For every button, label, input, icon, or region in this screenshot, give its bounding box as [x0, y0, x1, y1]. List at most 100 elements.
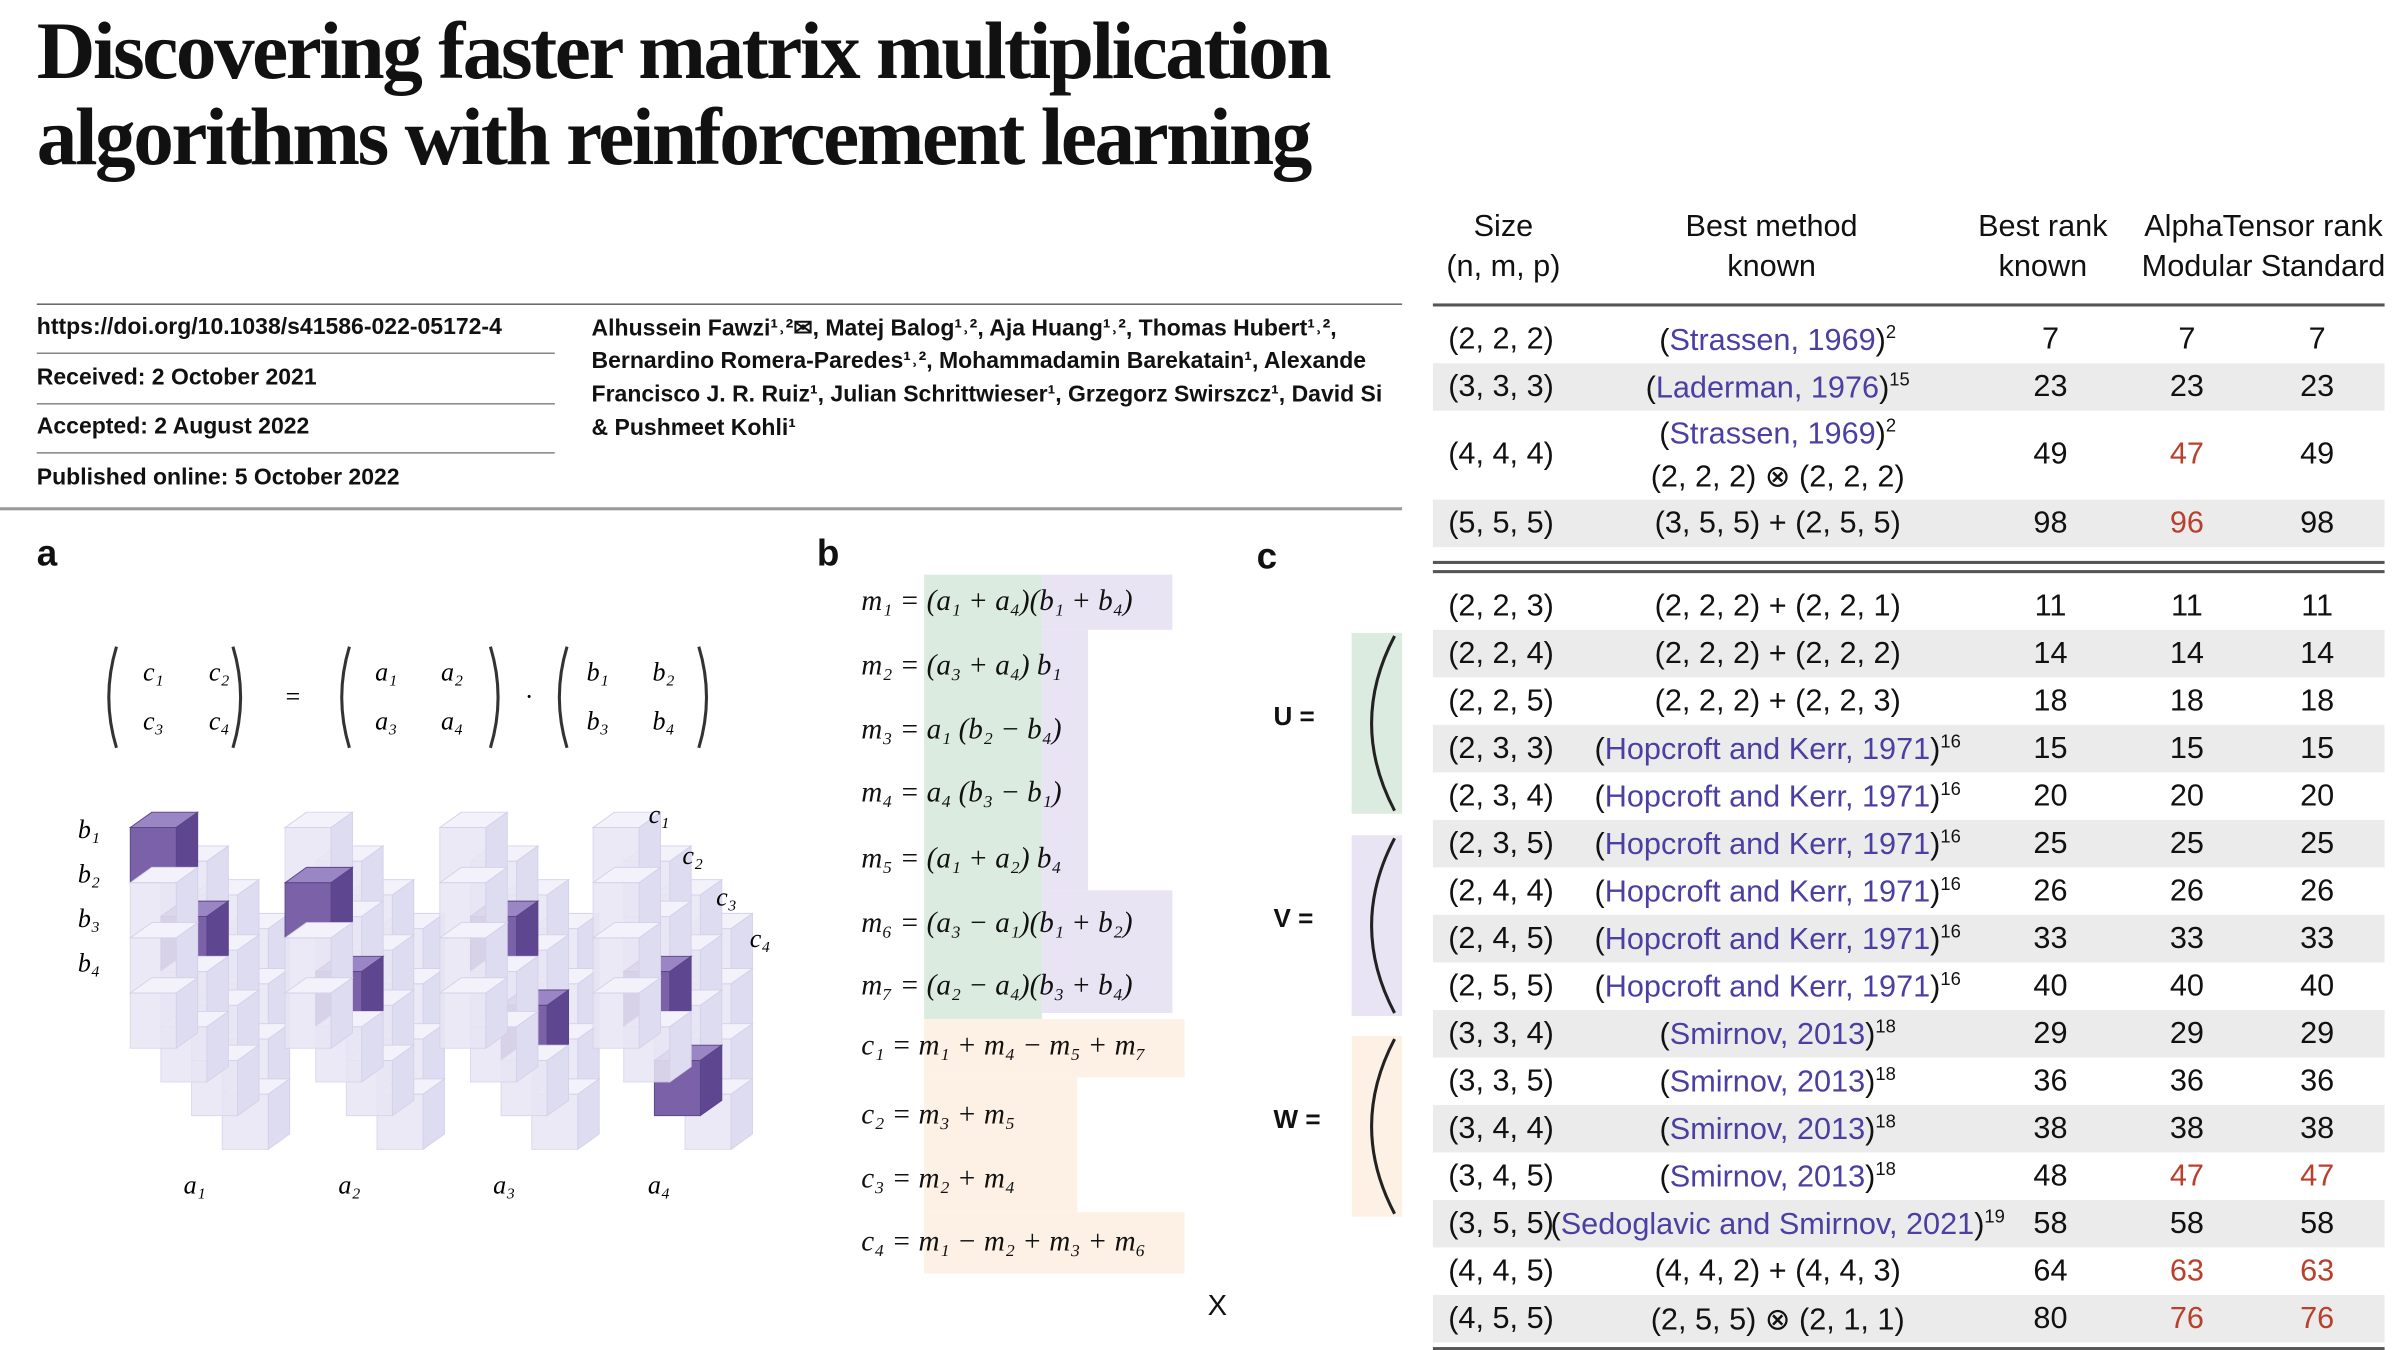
cell-modular: 7	[2178, 321, 2196, 356]
citation-link[interactable]: Smirnov, 2013	[1669, 1064, 1866, 1099]
method-text: )	[1865, 1159, 1876, 1194]
cell-modular: 11	[2170, 588, 2203, 623]
method-text: (	[1659, 1017, 1670, 1052]
close-button[interactable]: X	[1207, 1290, 1228, 1323]
cell-modular: 36	[2169, 1063, 2204, 1098]
method-text: (	[1594, 779, 1605, 814]
method-text: )	[1875, 323, 1886, 357]
citation-link[interactable]: Hopcroft and Kerr, 1971	[1604, 969, 1931, 1004]
citation-link[interactable]: Hopcroft and Kerr, 1971	[1604, 732, 1931, 766]
matrix-entry: a₁	[375, 657, 397, 686]
matrix-entry: c₃	[143, 706, 164, 735]
cube	[284, 992, 332, 1049]
cell-standard: 18	[2300, 683, 2335, 718]
cell-modular: 14	[2169, 635, 2204, 670]
matrix-label: U =	[1273, 701, 1315, 732]
cell-modular: 47	[2169, 437, 2204, 472]
cell-size: (2, 3, 4)	[1448, 778, 1554, 813]
citation-link[interactable]: Hopcroft and Kerr, 1971	[1604, 827, 1931, 862]
matrix-entry: b₄	[653, 706, 675, 735]
rule	[1432, 303, 2385, 307]
cell-method: (Smirnov, 2013)18	[1660, 1110, 1896, 1148]
cell-best: 64	[2033, 1253, 2068, 1288]
citation-link[interactable]: Sedoglavic and Smirnov, 2021	[1560, 1207, 1975, 1242]
method-text: (	[1645, 370, 1656, 405]
cell-method: (Smirnov, 2013)18	[1660, 1157, 1896, 1195]
row-label: b₂	[78, 860, 100, 889]
row-shade	[1432, 629, 2385, 678]
citation-link[interactable]: Smirnov, 2013	[1669, 1112, 1866, 1147]
matrix-entry: c₁	[143, 657, 164, 686]
matrix-entry: c₄	[209, 706, 230, 735]
citation-link[interactable]: Strassen, 1969	[1669, 323, 1876, 357]
cube	[129, 992, 177, 1049]
cell-size: (2, 2, 5)	[1448, 683, 1554, 718]
title-line: algorithms with reinforcement learning	[36, 93, 1313, 183]
cell-best: 11	[2034, 588, 2067, 623]
citation-link[interactable]: Laderman, 1976	[1655, 370, 1880, 405]
cell-standard: 36	[2300, 1063, 2335, 1098]
cell-standard: 20	[2300, 778, 2335, 813]
method-text: (	[1594, 969, 1605, 1004]
figure: c₁ c₂ c₃ c₄ a₁ a₂ a₃ a₄ b₁ b₂ b₃ b₄ = · b₁ b₂ b₃ b₄ a₁ a₂ a₃…	[78, 574, 1403, 1274]
row-shade	[1432, 914, 2385, 963]
parenthesis	[1370, 635, 1396, 812]
citation-link[interactable]: Smirnov, 2013	[1669, 1017, 1866, 1052]
cell-standard: 38	[2300, 1111, 2335, 1145]
matrix-entry: c₂	[209, 657, 230, 686]
cell-standard: 33	[2300, 921, 2335, 955]
author-line: Francisco J. R. Ruiz¹, Julian Schrittwie…	[591, 381, 1383, 408]
cell-best: 40	[2033, 968, 2068, 1003]
cell-modular: 40	[2169, 968, 2204, 1003]
cell-standard: 7	[2308, 321, 2326, 356]
method-text: (3, 5, 5) + (2, 5, 5)	[1654, 505, 1901, 540]
cell-method: (Strassen, 1969)2	[1659, 321, 1896, 359]
cell-modular: 15	[2169, 731, 2204, 765]
cube	[592, 992, 640, 1049]
citation-link[interactable]: Strassen, 1969	[1669, 417, 1876, 452]
cell-size: (3, 4, 5)	[1448, 1158, 1554, 1193]
cell-standard: 14	[2300, 635, 2335, 670]
cell-standard: 26	[2300, 873, 2335, 908]
citation-link[interactable]: Hopcroft and Kerr, 1971	[1604, 779, 1931, 814]
cell-best: 38	[2033, 1111, 2068, 1145]
cell-standard: 76	[2300, 1301, 2335, 1335]
cell-modular: 96	[2169, 505, 2204, 540]
column-header: AlphaTensor rank	[2144, 209, 2383, 244]
cell-method: (2, 2, 2) ⊗ (2, 2, 2)	[1650, 460, 1905, 495]
method-text: (	[1550, 1207, 1561, 1242]
matrix-entry: b₃	[587, 706, 609, 735]
rule	[1432, 560, 2385, 564]
cell-size: (4, 5, 5)	[1448, 1301, 1554, 1335]
column-header: Best method	[1685, 209, 1858, 244]
matrix-entry: a₄	[441, 706, 463, 735]
cell-method: (2, 2, 2) + (2, 2, 1)	[1655, 588, 1901, 623]
method-text: (	[1594, 732, 1605, 766]
cell-standard: 40	[2300, 968, 2335, 1003]
equation: m₇ = (a₂ − a₄)(b₃ + b₄)	[861, 970, 1133, 1003]
method-text: )	[1974, 1207, 1985, 1242]
cell-modular: 38	[2169, 1111, 2204, 1145]
citation-link[interactable]: Hopcroft and Kerr, 1971	[1604, 922, 1931, 957]
citation-link[interactable]: Hopcroft and Kerr, 1971	[1604, 874, 1931, 909]
method-text: (	[1659, 323, 1670, 357]
method-text: )	[1930, 827, 1941, 862]
cell-method: (Laderman, 1976)15	[1646, 368, 1910, 406]
cell-method: (Hopcroft and Kerr, 1971)16	[1595, 872, 1961, 910]
matrix-box	[1351, 835, 1403, 1017]
method-text: (4, 4, 2) + (4, 4, 3)	[1654, 1253, 1901, 1288]
cell-size: (4, 4, 5)	[1448, 1253, 1554, 1288]
cell-standard: 98	[2300, 505, 2335, 540]
citation-link[interactable]: Smirnov, 2013	[1669, 1159, 1866, 1194]
row-label: b₄	[78, 948, 100, 977]
cell-size: (2, 4, 4)	[1448, 873, 1554, 908]
column-header: known	[1727, 249, 1816, 284]
cell-standard: 63	[2300, 1253, 2335, 1288]
method-text: )	[1879, 370, 1890, 405]
equation: m₁ = (a₁ + a₄)(b₁ + b₄)	[861, 585, 1133, 618]
reference: 16	[1940, 872, 1961, 894]
method-text: )	[1930, 874, 1941, 909]
cell-modular: 76	[2169, 1301, 2204, 1335]
operator: ·	[525, 682, 532, 711]
reference: 18	[1875, 1157, 1896, 1179]
